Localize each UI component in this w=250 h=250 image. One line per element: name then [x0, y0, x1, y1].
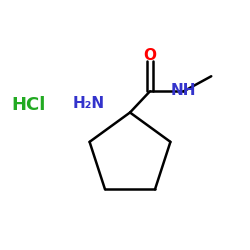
Text: H₂N: H₂N	[73, 96, 105, 111]
Text: O: O	[144, 48, 156, 62]
Text: NH: NH	[171, 83, 196, 98]
Text: HCl: HCl	[12, 96, 46, 114]
